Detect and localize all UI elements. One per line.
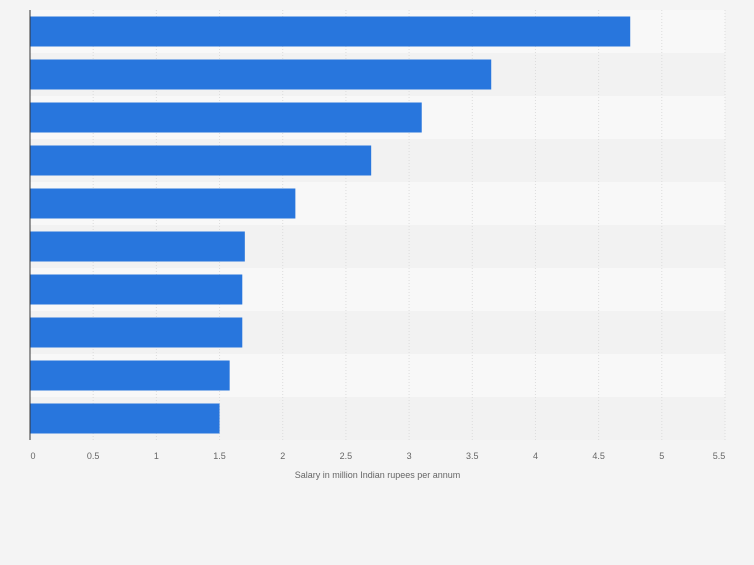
bar[interactable] (30, 102, 422, 133)
x-tick-label: 5.5 (713, 451, 726, 461)
x-tick-label: 4.5 (592, 451, 605, 461)
bar[interactable] (30, 317, 243, 348)
x-tick-labels: 0 0.5 1 1.5 2 2.5 3 3.5 4 4.5 5 5.5 (30, 451, 725, 461)
x-tick-label: 3 (407, 451, 412, 461)
bar[interactable] (30, 274, 243, 305)
bar[interactable] (30, 231, 245, 262)
x-tick-label: 2 (280, 451, 285, 461)
bars (30, 16, 631, 434)
x-axis-label: Salary in million Indian rupees per annu… (295, 470, 461, 480)
x-tick-label: 2.5 (340, 451, 353, 461)
bar[interactable] (30, 360, 230, 391)
bar[interactable] (30, 145, 372, 176)
x-tick-label: 0 (30, 451, 35, 461)
bar[interactable] (30, 16, 631, 47)
x-tick-label: 3.5 (466, 451, 479, 461)
bar[interactable] (30, 188, 296, 219)
x-tick-label: 1.5 (213, 451, 226, 461)
bar[interactable] (30, 403, 220, 434)
x-tick-label: 0.5 (87, 451, 100, 461)
x-tick-label: 1 (154, 451, 159, 461)
bar[interactable] (30, 59, 492, 90)
x-tick-label: 5 (659, 451, 664, 461)
x-tick-label: 4 (533, 451, 538, 461)
